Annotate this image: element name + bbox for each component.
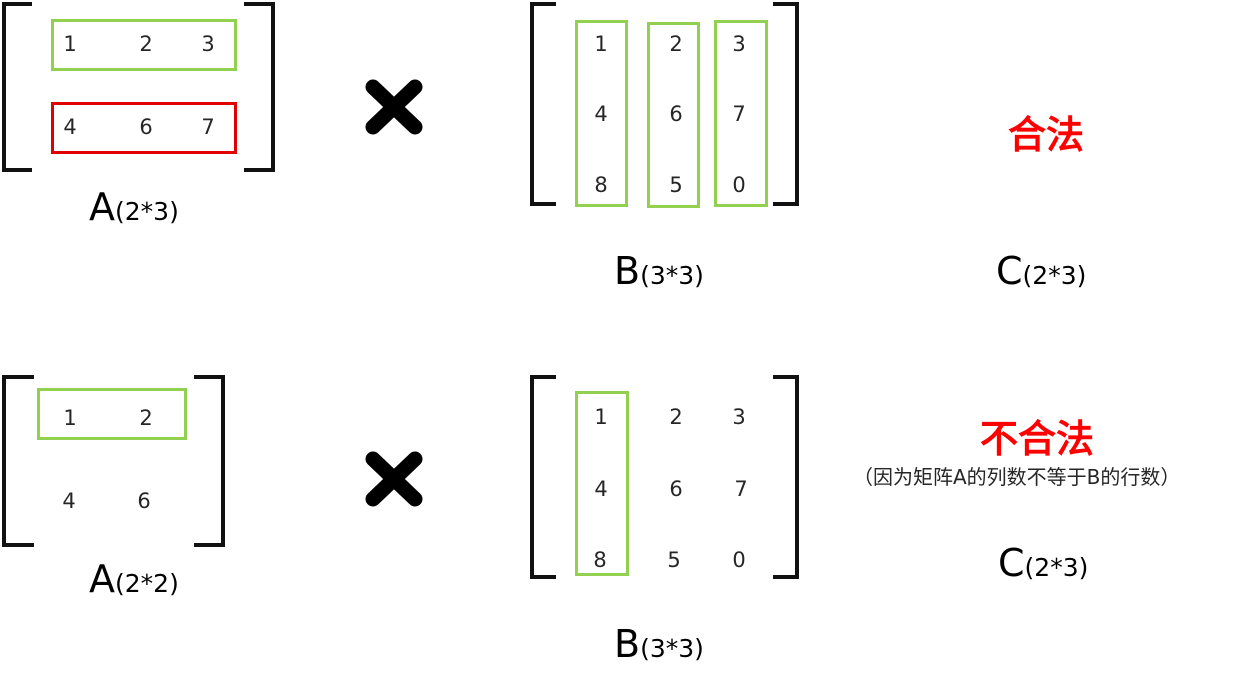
right-bracket: [244, 2, 275, 172]
matrix-cell: 6: [669, 477, 683, 501]
matrix-cell: 1: [594, 405, 608, 429]
matrix-b-label: B(3*3): [614, 252, 704, 290]
matrix-name: B: [614, 249, 641, 293]
matrix-cell: 1: [594, 32, 608, 56]
matrix-a-label: A(2*3): [89, 188, 179, 226]
matrix-cell: 2: [139, 32, 153, 56]
matrix-cell: 5: [669, 173, 683, 197]
matrix-cell: 1: [63, 32, 77, 56]
matrix-name: A: [89, 557, 115, 601]
matrix-name: B: [614, 622, 641, 666]
matrix-dims: (2*3): [115, 197, 179, 226]
verdict-legal: 合法: [1008, 113, 1085, 157]
left-bracket: [530, 2, 556, 206]
right-bracket: [773, 2, 799, 206]
row-highlight-red: [51, 102, 237, 154]
matrix-cell: 3: [732, 32, 746, 56]
right-bracket: [194, 375, 225, 547]
matrix-cell: 6: [669, 102, 683, 126]
right-bracket: [773, 375, 799, 579]
left-bracket: [2, 375, 34, 547]
matrix-cell: 7: [732, 102, 746, 126]
matrix-cell: 4: [594, 477, 608, 501]
matrix-cell: 3: [732, 405, 746, 429]
matrix-a-label: A(2*2): [89, 560, 179, 598]
matrix-cell: 2: [669, 405, 683, 429]
matrix-cell: 4: [594, 102, 608, 126]
explanation-note: （因为矩阵A的列数不等于B的行数）: [853, 465, 1181, 489]
matrix-cell: 2: [669, 32, 683, 56]
matrix-cell: 0: [732, 548, 746, 572]
matrix-dims: (2*2): [115, 569, 179, 598]
matrix-cell: 1: [63, 406, 77, 430]
result-c-label: C(2*3): [996, 252, 1086, 290]
matrix-cell: 8: [593, 548, 607, 572]
matrix-cell: 4: [62, 489, 76, 513]
column-highlight-green: [714, 20, 768, 207]
row-highlight-green: [51, 19, 237, 71]
matrix-dims: (3*3): [640, 634, 704, 663]
matrix-cell: 4: [63, 115, 77, 139]
matrix-name: A: [89, 185, 115, 229]
multiply-icon: [365, 79, 423, 135]
matrix-cell: 5: [667, 548, 681, 572]
verdict-illegal: 不合法: [980, 417, 1095, 461]
matrix-name: C: [996, 249, 1023, 293]
matrix-cell: 6: [139, 115, 153, 139]
matrix-dims: (2*3): [1022, 261, 1087, 290]
matrix-dims: (3*3): [640, 261, 704, 290]
matrix-dims: (2*3): [1024, 553, 1089, 582]
left-bracket: [530, 375, 556, 579]
matrix-cell: 8: [594, 173, 608, 197]
column-highlight-green: [575, 20, 628, 207]
matrix-cell: 7: [201, 115, 215, 139]
matrix-cell: 6: [137, 489, 151, 513]
left-bracket: [2, 2, 32, 172]
matrix-name: C: [998, 541, 1025, 585]
matrix-b-label: B(3*3): [614, 625, 704, 663]
column-highlight-green: [575, 391, 629, 576]
matrix-cell: 0: [732, 173, 746, 197]
column-highlight-green: [647, 22, 700, 208]
result-c-label: C(2*3): [998, 544, 1088, 582]
matrix-cell: 7: [734, 477, 748, 501]
row-highlight-green: [37, 388, 187, 440]
matrix-cell: 2: [139, 406, 153, 430]
multiply-icon: [365, 451, 423, 507]
matrix-cell: 3: [201, 32, 215, 56]
